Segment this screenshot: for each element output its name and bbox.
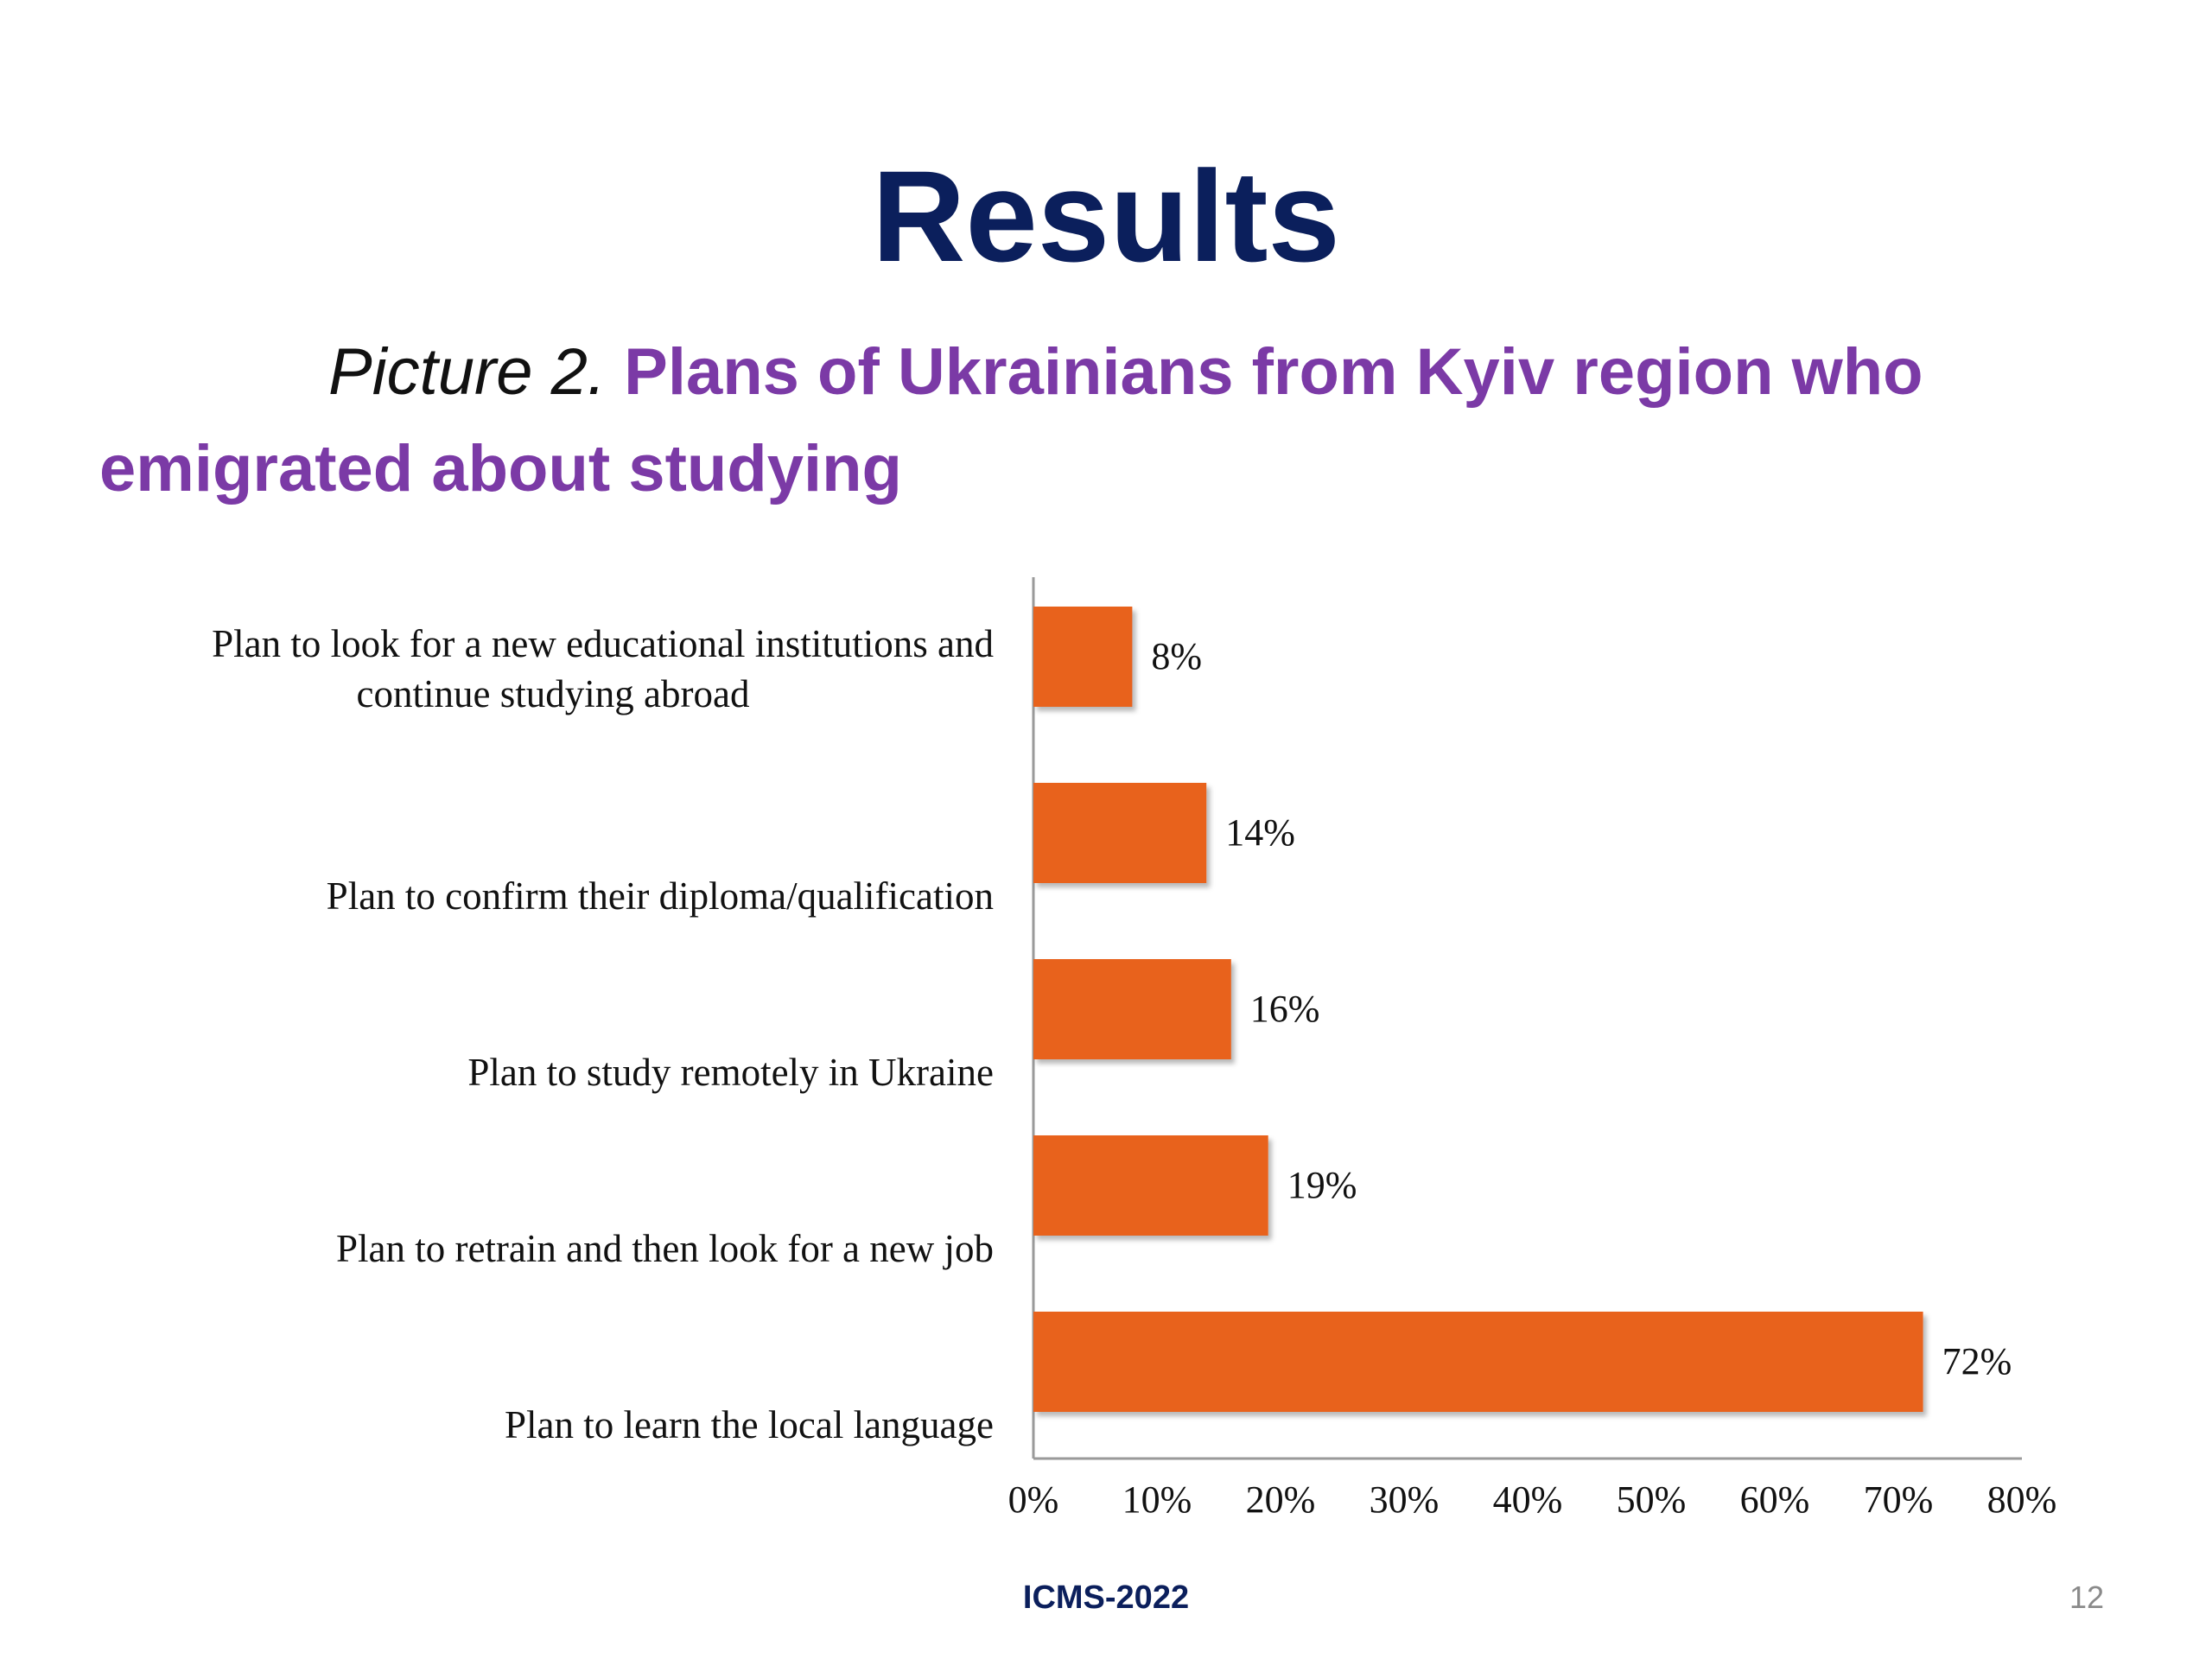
- slide-title: Results: [872, 143, 1340, 289]
- category-label: Plan to confirm their diploma/qualificat…: [327, 874, 994, 918]
- bar: [1033, 1135, 1268, 1236]
- x-tick-label: 80%: [1987, 1478, 2057, 1521]
- data-label: 72%: [1942, 1340, 2012, 1382]
- category-label: continue studying abroad: [357, 672, 750, 715]
- x-tick-label: 0%: [1008, 1478, 1059, 1521]
- figure-caption: Picture 2. Plans of Ukrainians from Kyiv…: [99, 324, 2087, 518]
- category-label: Plan to retrain and then look for a new …: [336, 1227, 994, 1270]
- category-label: Plan to learn the local language: [505, 1403, 994, 1446]
- x-tick-label: 60%: [1740, 1478, 1810, 1521]
- data-label: 19%: [1287, 1164, 1357, 1206]
- data-label: 16%: [1250, 988, 1320, 1030]
- bar: [1033, 783, 1207, 883]
- data-label: 8%: [1151, 635, 1202, 677]
- bar: [1033, 607, 1133, 707]
- caption-prefix: Picture 2.: [328, 335, 607, 409]
- x-tick-label: 20%: [1246, 1478, 1316, 1521]
- bar: [1033, 959, 1231, 1059]
- chart-plot-area: 0% 10% 20% 30% 40% 50% 60% 70% 80% 8% Plan to look…: [212, 577, 2056, 1521]
- x-tick-label: 10%: [1122, 1478, 1192, 1521]
- x-tick-label: 50%: [1617, 1478, 1687, 1521]
- category-label: Plan to look for a new educational insti…: [212, 622, 994, 665]
- page-number: 12: [2069, 1580, 2104, 1615]
- x-tick-label: 70%: [1864, 1478, 1934, 1521]
- bar: [1033, 1312, 1923, 1412]
- footer-conference-name: ICMS-2022: [1022, 1580, 1190, 1616]
- category-label: Plan to study remotely in Ukraine: [467, 1051, 994, 1094]
- x-tick-label: 40%: [1493, 1478, 1563, 1521]
- data-label: 14%: [1225, 811, 1295, 854]
- caption-title: Plans of Ukrainians from Kyiv region who…: [99, 335, 1923, 505]
- x-tick-label: 30%: [1370, 1478, 1440, 1521]
